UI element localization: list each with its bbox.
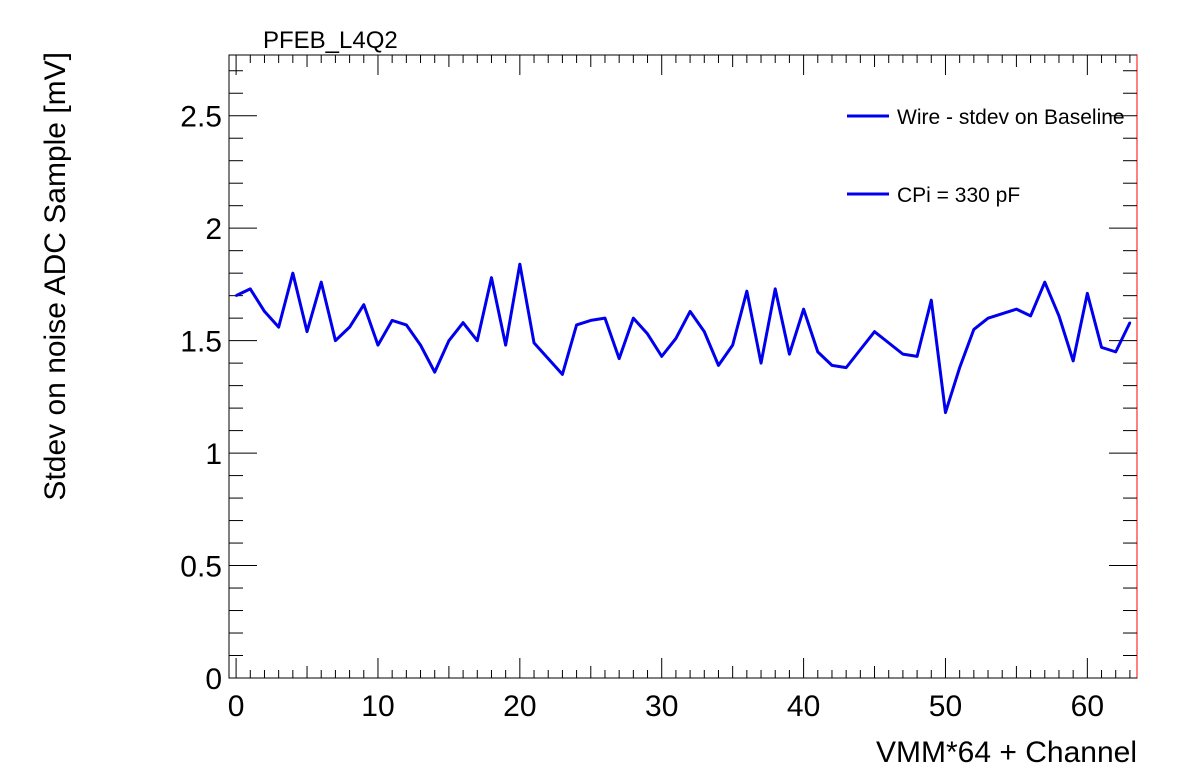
x-tick-label: 30: [645, 690, 678, 723]
data-point: [561, 373, 564, 376]
data-point: [532, 341, 536, 345]
data-point: [390, 319, 394, 322]
data-point: [717, 364, 720, 367]
data-point: [703, 330, 706, 333]
tick-labels: 0 10 20 30 40 50 60 0 0.5 1 1.5 2 2.5: [180, 101, 1104, 723]
data-point: [830, 364, 834, 367]
legend: Wire - stdev on Baseline CPi = 330 pF: [847, 106, 1125, 207]
data-point: [873, 330, 876, 333]
data-point: [603, 316, 607, 320]
plot-title: PFEB_L4Q2: [263, 27, 398, 54]
data-point: [788, 352, 791, 356]
data-point: [759, 361, 763, 365]
y-tick-label: 2.5: [180, 101, 222, 134]
data-point: [986, 316, 990, 320]
data-point: [376, 343, 380, 347]
x-tick-label: 60: [1071, 690, 1104, 723]
data-point: [461, 321, 465, 324]
data-point: [504, 343, 507, 347]
data-point: [305, 330, 309, 333]
data-point: [362, 303, 365, 306]
data-point: [490, 276, 493, 279]
data-point: [774, 287, 777, 291]
data-point: [887, 341, 890, 345]
x-tick-label: 0: [228, 690, 245, 723]
data-point: [660, 355, 663, 358]
data-point: [944, 411, 947, 414]
data-point: [1086, 292, 1089, 295]
data-point: [447, 339, 451, 342]
data-point: [1100, 346, 1103, 349]
data-point: [930, 298, 933, 302]
data-point: [518, 262, 522, 266]
data-point: [405, 323, 408, 327]
data-point: [1071, 359, 1075, 363]
data-point: [844, 366, 848, 369]
data-point: [632, 316, 635, 320]
data-point: [674, 337, 678, 340]
series-layer: [234, 262, 1132, 415]
data-point: [958, 366, 961, 369]
data-point: [234, 294, 238, 297]
x-axis-title: VMM*64 + Channel: [876, 736, 1137, 769]
y-tick-label: 0: [205, 663, 222, 696]
data-point: [277, 325, 280, 329]
legend-label-cpi: CPi = 330 pF: [897, 184, 1020, 207]
x-tick-label: 10: [361, 690, 394, 723]
data-point: [816, 350, 819, 354]
data-point: [617, 357, 621, 360]
data-point: [1128, 321, 1132, 324]
data-point: [320, 280, 323, 284]
data-point: [1001, 312, 1004, 315]
y-tick-label: 0.5: [180, 551, 222, 584]
y-tick-label: 1: [205, 438, 222, 471]
data-point: [348, 325, 351, 329]
data-point: [859, 348, 862, 351]
data-point: [901, 352, 905, 356]
data-point: [1029, 314, 1032, 318]
data-point: [915, 355, 919, 358]
data-point: [731, 343, 734, 347]
data-point: [1057, 314, 1061, 318]
data-point: [1043, 280, 1046, 284]
data-point: [547, 357, 550, 360]
plot-frame: [228, 54, 1138, 679]
data-point: [745, 289, 749, 293]
data-point: [334, 339, 337, 342]
data-point: [1015, 307, 1018, 311]
data-point: [575, 323, 578, 327]
x-tick-label: 40: [787, 690, 820, 723]
legend-label-wire: Wire - stdev on Baseline: [897, 106, 1125, 129]
data-point: [1114, 350, 1117, 354]
y-tick-label: 2: [205, 213, 222, 246]
x-tick-label: 20: [503, 690, 536, 723]
data-point: [802, 307, 805, 311]
data-point: [433, 370, 436, 374]
data-point: [688, 310, 692, 313]
data-point: [291, 271, 295, 275]
data-point: [263, 310, 266, 313]
y-tick-label: 1.5: [180, 326, 222, 359]
data-point: [476, 339, 479, 342]
series-line: [235, 262, 1132, 415]
data-point: [646, 332, 649, 336]
data-point: [419, 343, 422, 347]
y-axis-title: Stdev on noise ADC Sample [mV]: [39, 52, 72, 501]
data-point: [249, 287, 252, 291]
data-point: [972, 328, 976, 331]
x-tick-label: 50: [929, 690, 962, 723]
axis-ticks: [229, 55, 1137, 679]
data-point: [589, 319, 592, 322]
